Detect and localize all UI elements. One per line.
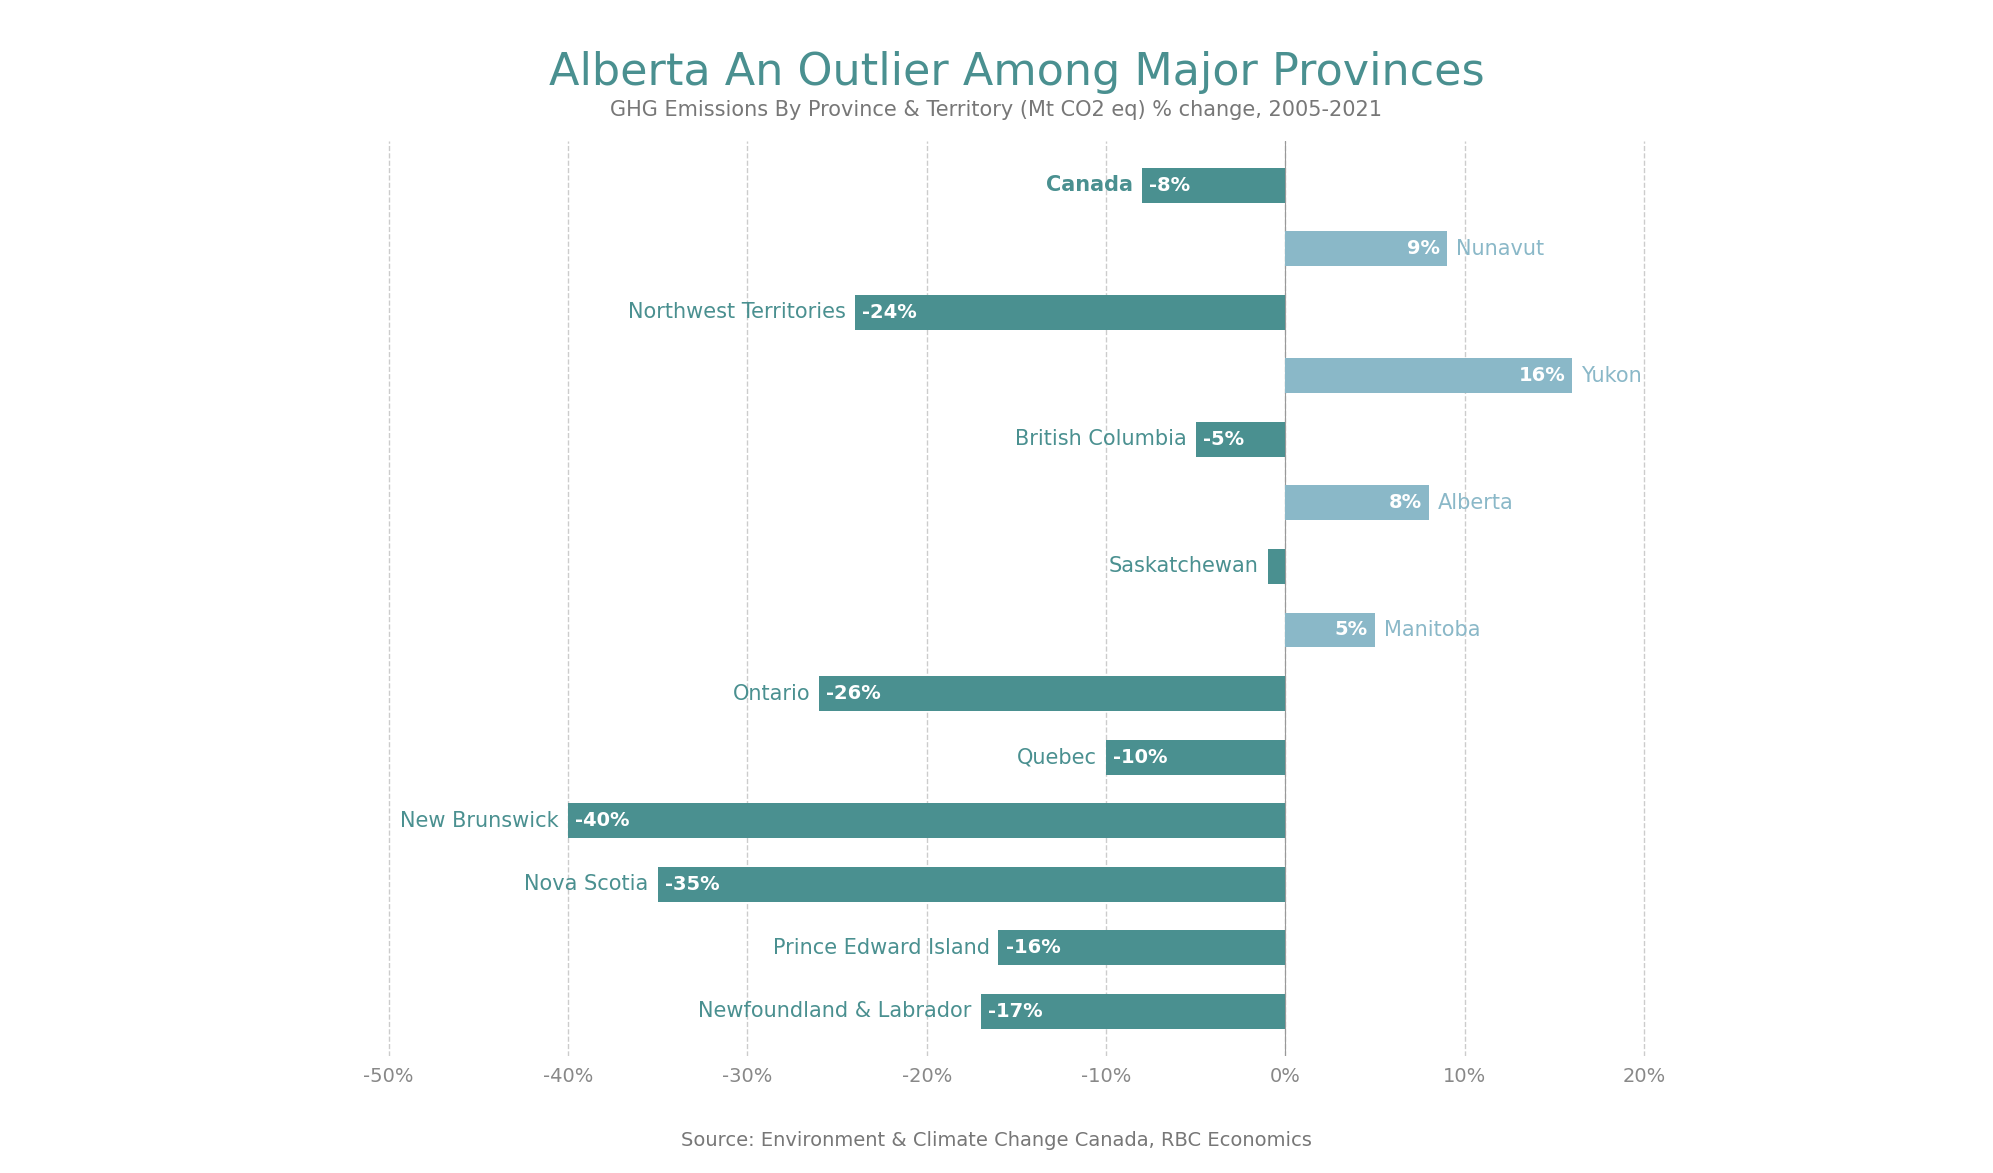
Text: Yukon: Yukon — [1582, 366, 1642, 386]
Text: -26%: -26% — [827, 684, 881, 703]
Text: GHG Emissions By Province & Territory (Mt CO2 eq) % change, 2005-2021: GHG Emissions By Province & Territory (M… — [610, 100, 1383, 120]
Bar — [1196, 422, 1285, 456]
Text: -24%: -24% — [863, 303, 917, 321]
Text: -8%: -8% — [1150, 176, 1190, 195]
Bar — [819, 676, 1285, 711]
Text: 9%: 9% — [1407, 239, 1439, 258]
Bar — [1285, 612, 1375, 647]
Bar — [1106, 740, 1285, 774]
Text: -1%: -1% — [1222, 557, 1262, 576]
Text: Alberta: Alberta — [1439, 493, 1515, 513]
Bar — [1285, 486, 1429, 521]
Text: New Brunswick: New Brunswick — [401, 811, 558, 830]
Bar — [1268, 549, 1285, 584]
Text: Manitoba: Manitoba — [1383, 621, 1481, 640]
Text: 5%: 5% — [1335, 621, 1367, 639]
Text: -10%: -10% — [1114, 747, 1168, 767]
Bar — [855, 294, 1285, 330]
Text: Quebec: Quebec — [1016, 747, 1096, 767]
Bar — [568, 804, 1285, 838]
Text: Nova Scotia: Nova Scotia — [524, 874, 650, 894]
Text: 16%: 16% — [1519, 366, 1565, 386]
Text: British Columbia: British Columbia — [1014, 429, 1188, 449]
Text: Nunavut: Nunavut — [1455, 239, 1545, 259]
Bar — [998, 930, 1285, 965]
Text: Source: Environment & Climate Change Canada, RBC Economics: Source: Environment & Climate Change Can… — [682, 1131, 1311, 1150]
Text: -17%: -17% — [989, 1002, 1042, 1021]
Text: Newfoundland & Labrador: Newfoundland & Labrador — [698, 1002, 973, 1022]
Text: Prince Edward Island: Prince Edward Island — [773, 937, 989, 957]
Text: -40%: -40% — [576, 811, 630, 830]
Bar — [1142, 168, 1285, 203]
Text: -16%: -16% — [1006, 938, 1060, 957]
Bar — [981, 994, 1285, 1029]
Text: -5%: -5% — [1204, 429, 1244, 449]
Text: -35%: -35% — [666, 875, 719, 894]
Bar — [1285, 231, 1447, 266]
Text: Saskatchewan: Saskatchewan — [1108, 556, 1260, 576]
Bar — [658, 867, 1285, 902]
Text: Northwest Territories: Northwest Territories — [628, 303, 847, 323]
Text: Canada: Canada — [1046, 175, 1132, 195]
Text: Ontario: Ontario — [733, 684, 809, 704]
Bar — [1285, 359, 1572, 393]
Text: 8%: 8% — [1389, 494, 1421, 513]
Title: Alberta An Outlier Among Major Provinces: Alberta An Outlier Among Major Provinces — [548, 52, 1485, 94]
